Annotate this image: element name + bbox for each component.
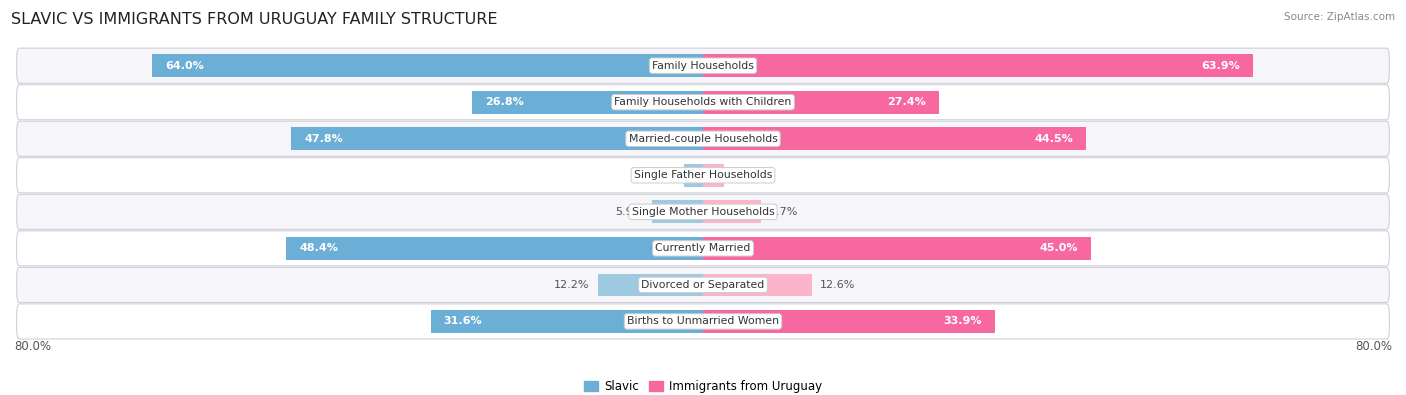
Text: 26.8%: 26.8% bbox=[485, 97, 524, 107]
Text: Family Households with Children: Family Households with Children bbox=[614, 97, 792, 107]
Bar bbox=[430, 310, 703, 333]
Text: 80.0%: 80.0% bbox=[14, 340, 51, 353]
Bar bbox=[703, 128, 1087, 150]
Text: 27.4%: 27.4% bbox=[887, 97, 927, 107]
Bar bbox=[703, 55, 1253, 77]
Bar bbox=[703, 201, 761, 223]
Text: 48.4%: 48.4% bbox=[299, 243, 337, 253]
Text: 44.5%: 44.5% bbox=[1035, 134, 1073, 144]
FancyBboxPatch shape bbox=[17, 267, 1389, 303]
FancyBboxPatch shape bbox=[17, 194, 1389, 229]
Bar bbox=[652, 201, 703, 223]
Legend: Slavic, Immigrants from Uruguay: Slavic, Immigrants from Uruguay bbox=[579, 376, 827, 395]
Text: 31.6%: 31.6% bbox=[444, 316, 482, 326]
Bar bbox=[703, 91, 939, 113]
FancyBboxPatch shape bbox=[17, 121, 1389, 156]
Text: 47.8%: 47.8% bbox=[304, 134, 343, 144]
Text: 64.0%: 64.0% bbox=[165, 61, 204, 71]
Text: 2.4%: 2.4% bbox=[733, 170, 761, 180]
Bar bbox=[152, 55, 703, 77]
Text: Single Father Households: Single Father Households bbox=[634, 170, 772, 180]
Text: 5.9%: 5.9% bbox=[616, 207, 644, 217]
Text: Married-couple Households: Married-couple Households bbox=[628, 134, 778, 144]
Bar bbox=[703, 237, 1091, 260]
Text: Source: ZipAtlas.com: Source: ZipAtlas.com bbox=[1284, 12, 1395, 22]
Bar bbox=[703, 164, 724, 186]
Text: 2.2%: 2.2% bbox=[647, 170, 675, 180]
Text: Divorced or Separated: Divorced or Separated bbox=[641, 280, 765, 290]
Text: Currently Married: Currently Married bbox=[655, 243, 751, 253]
Text: 12.6%: 12.6% bbox=[820, 280, 855, 290]
Bar bbox=[703, 310, 995, 333]
Text: Births to Unmarried Women: Births to Unmarried Women bbox=[627, 316, 779, 326]
FancyBboxPatch shape bbox=[17, 158, 1389, 193]
Text: 12.2%: 12.2% bbox=[554, 280, 589, 290]
FancyBboxPatch shape bbox=[17, 85, 1389, 120]
Text: 80.0%: 80.0% bbox=[1355, 340, 1392, 353]
Text: 63.9%: 63.9% bbox=[1202, 61, 1240, 71]
Text: SLAVIC VS IMMIGRANTS FROM URUGUAY FAMILY STRUCTURE: SLAVIC VS IMMIGRANTS FROM URUGUAY FAMILY… bbox=[11, 12, 498, 27]
Bar bbox=[287, 237, 703, 260]
Bar bbox=[472, 91, 703, 113]
Bar bbox=[598, 274, 703, 296]
Text: 45.0%: 45.0% bbox=[1039, 243, 1077, 253]
Bar bbox=[685, 164, 703, 186]
FancyBboxPatch shape bbox=[17, 231, 1389, 266]
Text: Family Households: Family Households bbox=[652, 61, 754, 71]
Bar bbox=[291, 128, 703, 150]
Bar bbox=[703, 274, 811, 296]
FancyBboxPatch shape bbox=[17, 304, 1389, 339]
Text: 6.7%: 6.7% bbox=[769, 207, 797, 217]
Text: Single Mother Households: Single Mother Households bbox=[631, 207, 775, 217]
FancyBboxPatch shape bbox=[17, 48, 1389, 83]
Text: 33.9%: 33.9% bbox=[943, 316, 981, 326]
